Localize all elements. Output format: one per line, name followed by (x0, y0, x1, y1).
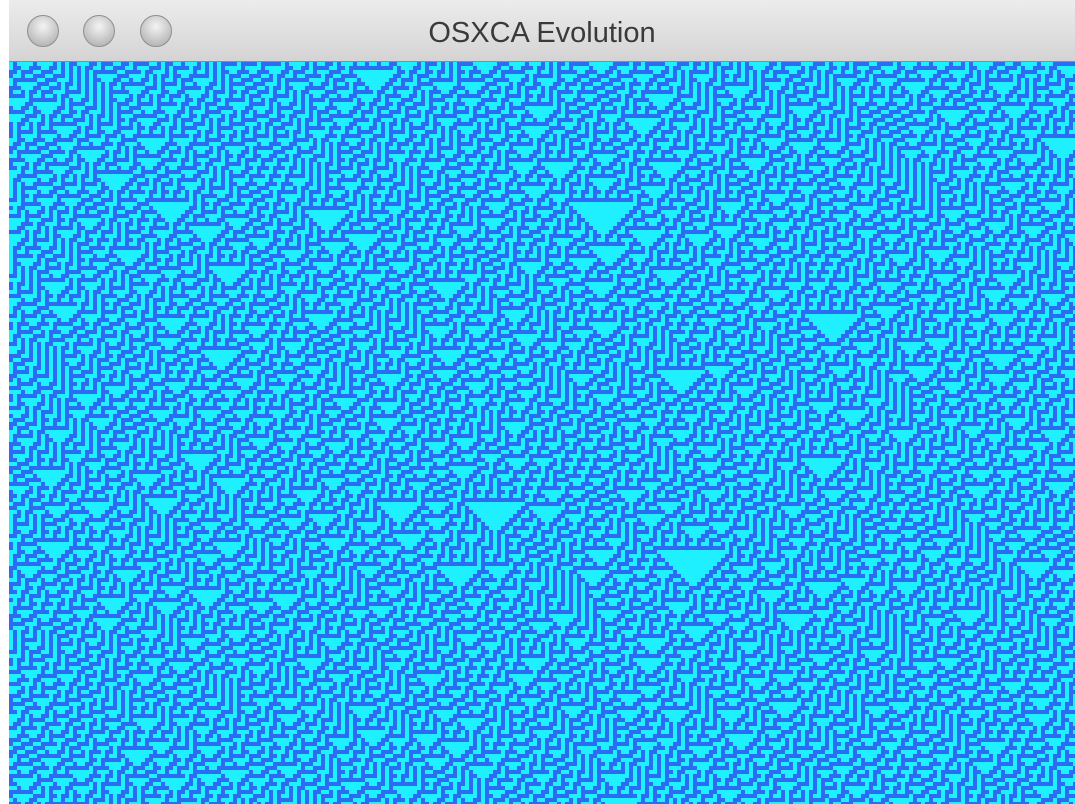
title-bar: OSXCA Evolution (9, 0, 1075, 62)
automaton-view (9, 62, 1075, 804)
window: OSXCA Evolution (9, 0, 1075, 804)
window-title: OSXCA Evolution (9, 0, 1075, 62)
